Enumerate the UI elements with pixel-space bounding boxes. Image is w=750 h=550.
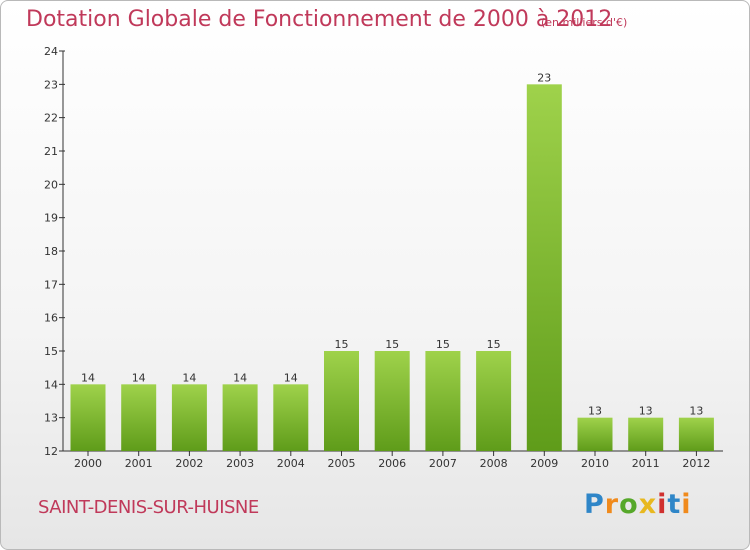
bar	[222, 384, 258, 451]
data-label: 15	[436, 338, 450, 351]
data-label: 14	[233, 371, 247, 384]
y-tick-label: 24	[44, 45, 58, 58]
y-tick-label: 13	[44, 412, 58, 425]
data-label: 13	[639, 405, 653, 418]
logo-letter: r	[604, 489, 620, 520]
x-tick-label: 2007	[429, 457, 457, 470]
x-tick-label: 2008	[480, 457, 508, 470]
x-tick-label: 2012	[682, 457, 710, 470]
data-label: 13	[689, 405, 703, 418]
x-tick-label: 2006	[378, 457, 406, 470]
logo-letter: P	[584, 489, 605, 520]
y-tick-label: 16	[44, 312, 58, 325]
data-label: 14	[182, 371, 196, 384]
data-label: 15	[385, 338, 399, 351]
bar	[678, 417, 714, 451]
bar	[425, 351, 461, 451]
data-label: 13	[588, 405, 602, 418]
chart-bars	[70, 84, 714, 451]
x-tick-label: 2005	[328, 457, 356, 470]
bar	[374, 351, 410, 451]
logo-letter: i	[681, 489, 692, 520]
data-label: 14	[132, 371, 146, 384]
y-tick-label: 21	[44, 145, 58, 158]
y-tick-label: 22	[44, 112, 58, 125]
y-tick-label: 14	[44, 378, 58, 391]
y-tick-label: 15	[44, 345, 58, 358]
x-tick-label: 2004	[277, 457, 305, 470]
x-tick-label: 2000	[74, 457, 102, 470]
x-tick-label: 2001	[125, 457, 153, 470]
logo-letter: o	[619, 489, 639, 520]
proxiti-logo: Proxiti	[584, 489, 692, 520]
bar	[324, 351, 359, 451]
commune-name: SAINT-DENIS-SUR-HUISNE	[38, 497, 259, 518]
bar	[628, 417, 664, 451]
logo-letter: x	[638, 489, 658, 520]
bar	[70, 384, 106, 451]
data-label: 14	[81, 371, 95, 384]
data-label: 23	[537, 71, 551, 84]
bar	[171, 384, 207, 451]
x-tick-label: 2003	[226, 457, 254, 470]
logo-letter: t	[667, 489, 682, 520]
bar	[476, 351, 512, 451]
x-tick-label: 2010	[581, 457, 609, 470]
chart-title: Dotation Globale de Fonctionnement de 20…	[26, 7, 613, 32]
logo-letter: i	[657, 489, 668, 520]
data-label: 14	[284, 371, 298, 384]
y-tick-label: 23	[44, 78, 58, 91]
bar	[273, 384, 309, 451]
y-tick-label: 20	[44, 178, 58, 191]
x-tick-label: 2009	[530, 457, 558, 470]
chart-subtitle: (en milliers d'€)	[541, 16, 628, 29]
data-label: 15	[487, 338, 501, 351]
bar	[121, 384, 157, 451]
x-tick-label: 2002	[175, 457, 203, 470]
y-tick-label: 18	[44, 245, 58, 258]
chart-labels: 14 2000 14 2001 14 2002 14 2003 14 2004 15 2005 15 20…	[74, 71, 710, 470]
y-tick-label: 12	[44, 445, 58, 458]
y-tick-label: 19	[44, 212, 58, 225]
x-tick-label: 2011	[632, 457, 660, 470]
bar	[526, 84, 562, 451]
chart-axes: 12 13 14 15 16 17 18 19 20 21 22 23 24	[44, 45, 723, 458]
y-tick-label: 17	[44, 278, 58, 291]
data-label: 15	[335, 338, 349, 351]
bar	[577, 417, 613, 451]
